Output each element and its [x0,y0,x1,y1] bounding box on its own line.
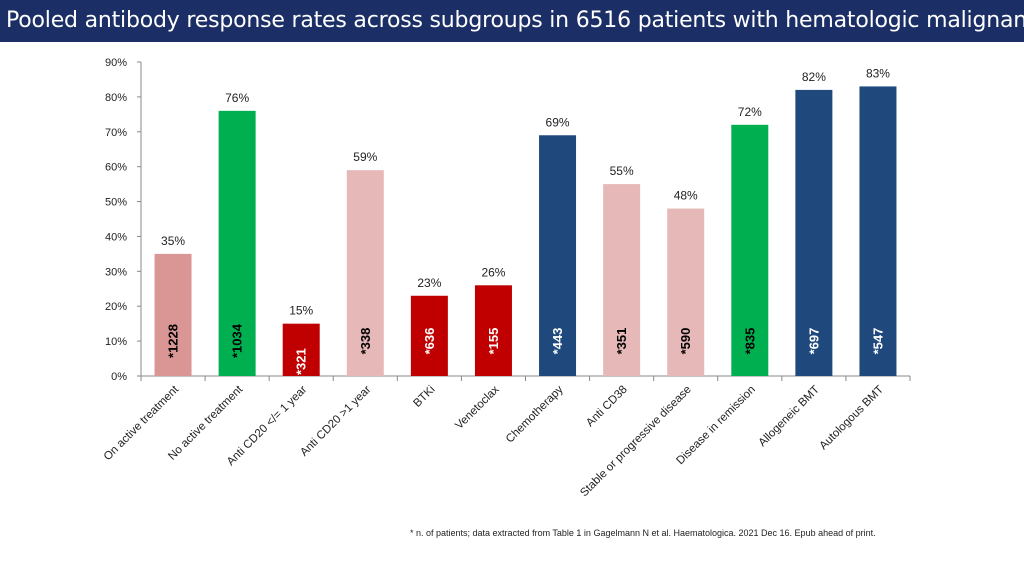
patient-count-label: *835 [742,328,757,355]
y-tick-label: 90% [105,57,127,69]
value-label: 23% [417,276,441,290]
patient-count-label: *155 [486,328,501,355]
y-tick-label: 50% [105,197,127,209]
value-label: 55% [610,164,634,178]
category-label: Anti CD38 [584,384,630,430]
category-label: Stable or progressive disease [578,384,694,500]
page-title: Pooled antibody response rates across su… [6,8,1024,33]
category-label: Venetoclax [453,383,501,431]
patient-count-label: *338 [358,328,373,355]
y-tick-label: 40% [105,231,127,243]
bar [346,170,384,376]
bar [218,110,256,376]
value-label: 59% [353,150,377,164]
bar [859,86,897,376]
value-label: 15% [289,304,313,318]
bar [731,124,769,376]
y-tick-label: 80% [105,92,127,104]
bar [410,295,448,376]
y-tick-label: 20% [105,301,127,313]
bar [474,285,512,376]
category-label: Autologous BMT [817,384,886,453]
value-label: 35% [161,234,185,248]
value-label: 26% [481,265,505,279]
value-label: 82% [802,70,826,84]
bar [539,135,577,376]
category-label: BTKi [411,384,437,410]
bar [795,89,833,377]
category-label: Allogeneic BMT [757,384,822,449]
patient-count-label: *321 [294,348,309,375]
bar-chart: 0%10%20%30%40%50%60%70%80%90%35%*1228On … [102,57,911,500]
patient-count-label: *697 [806,328,821,355]
value-label: 72% [738,105,762,119]
y-tick-label: 0% [111,371,127,383]
patient-count-label: *636 [422,328,437,355]
patient-count-label: *590 [678,328,693,355]
y-tick-label: 60% [105,162,127,174]
bar [667,208,705,376]
value-label: 48% [674,189,698,203]
bar [282,323,320,376]
patient-count-label: *443 [550,328,565,355]
bar [603,184,641,376]
patient-count-label: *351 [614,328,629,355]
footnote: * n. of patients; data extracted from Ta… [410,528,876,538]
y-tick-label: 70% [105,127,127,139]
value-label: 76% [225,91,249,105]
bar [154,253,192,376]
value-label: 69% [546,115,570,129]
patient-count-label: *547 [870,328,885,355]
y-tick-label: 10% [105,336,127,348]
patient-count-label: *1034 [230,323,245,358]
category-label: Chemotherapy [504,383,566,445]
value-label: 83% [866,66,890,80]
category-label: Anti CD20 >1 year [298,384,373,459]
title-bar: Pooled antibody response rates across su… [0,0,1024,42]
y-tick-label: 30% [105,266,127,278]
patient-count-label: *1228 [166,324,181,358]
